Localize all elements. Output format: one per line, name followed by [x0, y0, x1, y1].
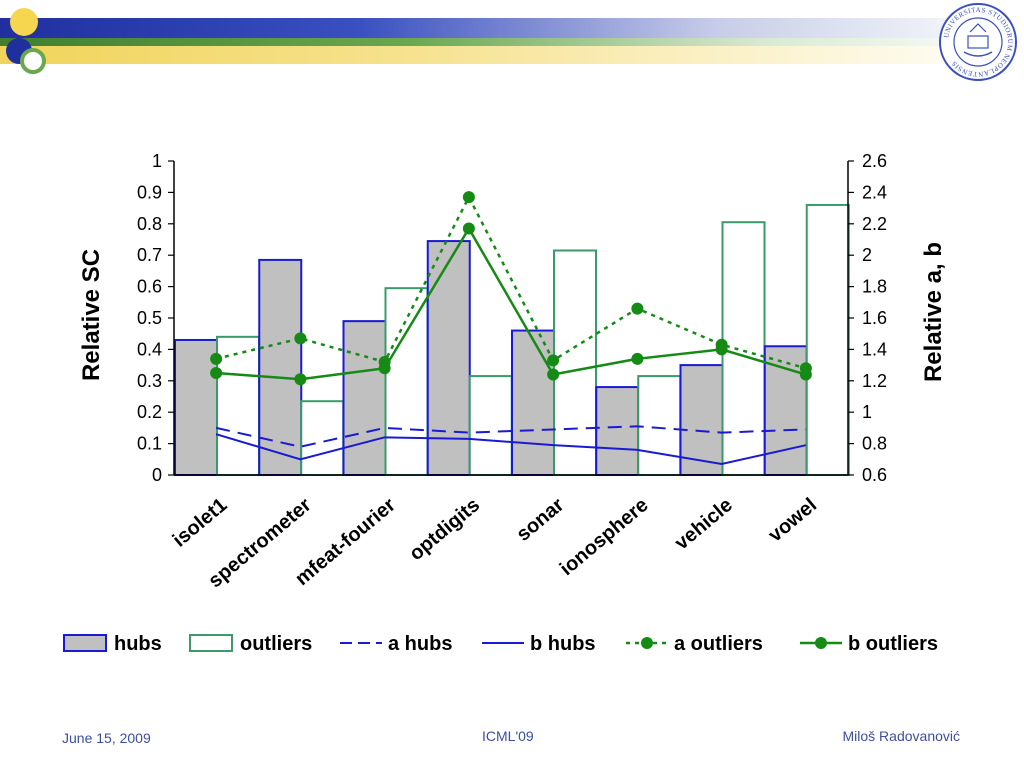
y-tick-label: 0.5 — [137, 308, 162, 328]
bar-hubs-vehicle — [679, 364, 724, 477]
y2-tick-label: 1.8 — [862, 277, 887, 297]
y2-tick-label: 0.8 — [862, 434, 887, 454]
y-tick-label: 0.9 — [137, 182, 162, 202]
legend-label-hubs: hubs — [114, 633, 162, 655]
footer-date: June 15, 2009 — [62, 730, 151, 746]
legend-label-a-hubs: a hubs — [388, 633, 452, 655]
x-tick-label-vowel: vowel — [764, 494, 821, 547]
header-yellow-stripe — [0, 46, 1024, 64]
line-a-hubs — [215, 425, 806, 448]
point-a-outliers-isolet1 — [210, 352, 223, 365]
x-tick-label-sonar: sonar — [512, 494, 568, 546]
header-blue-stripe — [0, 18, 1024, 38]
x-tick-label-vehicle: vehicle — [671, 494, 737, 554]
header-green-stripe — [0, 38, 1024, 46]
yellow-circle-decoration — [10, 8, 38, 36]
y-tick-label: 0.8 — [137, 214, 162, 234]
y-tick-label: 1 — [152, 151, 162, 171]
bar-outliers-vehicle — [721, 221, 766, 476]
legend-label-b-hubs: b hubs — [530, 633, 596, 655]
y2-tick-label: 2.4 — [862, 182, 887, 202]
x-tick-label-ionosphere: ionosphere — [556, 494, 653, 580]
x-tick-label-isolet1: isolet1 — [169, 494, 232, 552]
y2-tick-label: 2.6 — [862, 151, 887, 171]
point-b-outliers-mfeat-fourier — [378, 362, 391, 375]
bar-outliers-isolet1 — [216, 335, 260, 476]
university-seal-logo: UNIVERSITAS STUDIORUM NEOPLANTENSIS — [939, 3, 1017, 81]
bar-hubs-optdigits — [426, 240, 471, 476]
legend-marker-a-outliers — [641, 637, 653, 649]
point-b-outliers-ionosphere — [631, 352, 644, 365]
y-tick-label: 0.1 — [137, 434, 162, 454]
bar-hubs-vowel — [763, 345, 808, 477]
y-tick-label: 0.7 — [137, 245, 162, 265]
y2-axis-label: Relative a, b — [920, 242, 947, 382]
point-b-outliers-optdigits — [462, 222, 475, 235]
point-a-outliers-optdigits — [462, 191, 475, 204]
y2-tick-label: 2 — [862, 245, 872, 265]
y2-tick-label: 2.2 — [862, 214, 887, 234]
bar-hubs-sonar — [511, 329, 555, 476]
point-b-outliers-sonar — [547, 368, 560, 381]
point-b-outliers-vehicle — [715, 343, 728, 356]
bar-hubs-spectrometer — [258, 258, 303, 476]
point-b-outliers-isolet1 — [210, 366, 223, 379]
y-tick-label: 0 — [152, 465, 162, 485]
bar-hubs-ionosphere — [595, 386, 640, 476]
bar-outliers-sonar — [553, 249, 597, 476]
y2-tick-label: 0.6 — [862, 465, 887, 485]
line-a-outliers — [215, 194, 807, 370]
y-tick-label: 0.6 — [137, 277, 162, 297]
legend-label-b-outliers: b outliers — [848, 633, 938, 655]
bar-outliers-ionosphere — [637, 375, 682, 476]
y-tick-label: 0.2 — [137, 402, 162, 422]
x-tick-label-optdigits: optdigits — [405, 494, 484, 565]
bar-outliers-mfeat-fourier — [384, 287, 429, 477]
point-a-outliers-ionosphere — [631, 302, 644, 315]
y-tick-label: 0.4 — [137, 339, 162, 359]
bar-outliers-vowel — [805, 203, 850, 477]
point-a-outliers-spectrometer — [294, 332, 307, 345]
legend-label-a-outliers: a outliers — [674, 633, 763, 655]
line-b-outliers — [216, 226, 807, 381]
point-b-outliers-spectrometer — [294, 373, 307, 386]
line-b-hubs — [215, 433, 807, 466]
y2-tick-label: 1.6 — [862, 308, 887, 328]
green-ring-decoration — [20, 48, 46, 74]
y-axis-label: Relative SC — [78, 249, 105, 381]
y2-tick-label: 1 — [862, 402, 872, 422]
point-a-outliers-sonar — [547, 354, 560, 367]
footer-author: Miloš Radovanović — [842, 728, 961, 744]
legend-label-outliers: outliers — [240, 633, 312, 655]
footer-conference: ICML'09 — [482, 728, 534, 744]
y2-tick-label: 1.2 — [862, 371, 887, 391]
y-tick-label: 0.3 — [137, 371, 162, 391]
legend-swatch-hubs — [63, 634, 107, 652]
bar-outliers-optdigits — [468, 375, 513, 476]
point-b-outliers-vowel — [799, 368, 812, 381]
bar-hubs-mfeat-fourier — [342, 320, 387, 477]
legend-marker-b-outliers — [815, 637, 827, 649]
legend-swatch-outliers — [189, 634, 233, 652]
y2-tick-label: 1.4 — [862, 339, 887, 359]
